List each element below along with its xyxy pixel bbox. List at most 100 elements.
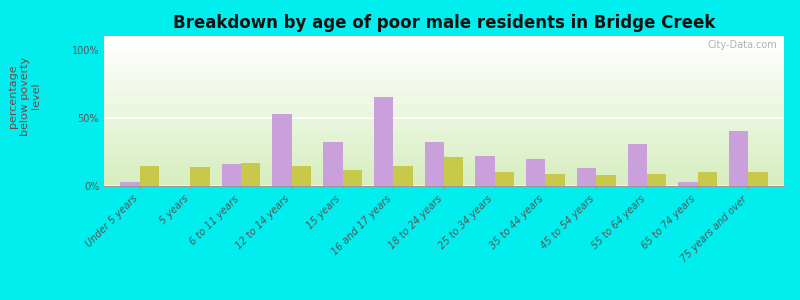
Bar — [104, 183, 784, 184]
Bar — [139, 166, 159, 186]
Bar — [104, 146, 784, 147]
Bar — [104, 154, 784, 155]
Bar — [104, 39, 784, 40]
Bar — [104, 161, 784, 162]
Bar — [104, 79, 784, 80]
Bar — [104, 158, 784, 159]
Bar — [104, 109, 784, 110]
Bar — [374, 98, 394, 186]
Bar — [104, 169, 784, 170]
Bar — [104, 119, 784, 120]
Bar — [104, 147, 784, 148]
Bar — [104, 108, 784, 109]
Bar — [104, 92, 784, 93]
Bar — [104, 117, 784, 118]
Bar — [104, 93, 784, 94]
Bar — [104, 94, 784, 95]
Bar — [104, 180, 784, 181]
Bar — [104, 137, 784, 138]
Text: percentage
below poverty
level: percentage below poverty level — [8, 56, 42, 136]
Bar — [241, 163, 260, 186]
Bar — [104, 111, 784, 112]
Bar — [104, 160, 784, 161]
Bar — [104, 120, 784, 121]
Bar — [104, 37, 784, 38]
Bar — [104, 90, 784, 91]
Bar — [104, 55, 784, 56]
Bar — [104, 73, 784, 74]
Bar — [104, 80, 784, 81]
Bar — [104, 40, 784, 41]
Bar — [104, 52, 784, 53]
Text: City-Data.com: City-Data.com — [707, 40, 778, 50]
Bar — [104, 126, 784, 127]
Bar — [596, 175, 615, 186]
Bar — [104, 181, 784, 182]
Bar — [104, 42, 784, 43]
Bar — [104, 60, 784, 61]
Bar — [104, 63, 784, 64]
Bar — [104, 133, 784, 134]
Bar — [104, 136, 784, 137]
Bar — [104, 91, 784, 92]
Bar — [104, 148, 784, 149]
Bar — [678, 182, 698, 186]
Bar — [104, 123, 784, 124]
Bar — [104, 113, 784, 114]
Bar — [104, 169, 784, 170]
Bar — [104, 59, 784, 60]
Bar — [104, 124, 784, 125]
Bar — [444, 158, 463, 186]
Bar — [104, 100, 784, 101]
Bar — [104, 103, 784, 104]
Bar — [104, 71, 784, 72]
Bar — [494, 172, 514, 186]
Bar — [104, 99, 784, 100]
Bar — [104, 153, 784, 154]
Bar — [104, 165, 784, 166]
Bar — [104, 61, 784, 62]
Bar — [104, 182, 784, 183]
Bar — [104, 77, 784, 78]
Bar — [104, 164, 784, 165]
Bar — [104, 46, 784, 47]
Bar — [104, 97, 784, 98]
Bar — [104, 152, 784, 153]
Bar — [104, 67, 784, 68]
Bar — [104, 72, 784, 73]
Bar — [104, 100, 784, 101]
Bar — [729, 131, 749, 186]
Bar — [104, 172, 784, 173]
Bar — [104, 96, 784, 97]
Bar — [104, 69, 784, 70]
Bar — [104, 104, 784, 105]
Bar — [104, 129, 784, 130]
Bar — [104, 171, 784, 172]
Bar — [104, 51, 784, 52]
Bar — [104, 128, 784, 129]
Bar — [120, 182, 139, 186]
Bar — [104, 82, 784, 83]
Bar — [104, 168, 784, 169]
Bar — [104, 68, 784, 69]
Bar — [104, 145, 784, 146]
Bar — [323, 142, 342, 186]
Bar — [104, 49, 784, 50]
Bar — [104, 135, 784, 136]
Bar — [104, 57, 784, 58]
Bar — [104, 178, 784, 179]
Bar — [577, 168, 596, 186]
Bar — [104, 65, 784, 66]
Bar — [104, 163, 784, 164]
Bar — [104, 106, 784, 107]
Bar — [104, 76, 784, 77]
Bar — [394, 166, 413, 186]
Bar — [104, 87, 784, 88]
Bar — [104, 48, 784, 49]
Bar — [104, 98, 784, 99]
Bar — [104, 50, 784, 51]
Bar — [104, 36, 784, 37]
Bar — [104, 139, 784, 140]
Bar — [104, 170, 784, 171]
Bar — [104, 115, 784, 116]
